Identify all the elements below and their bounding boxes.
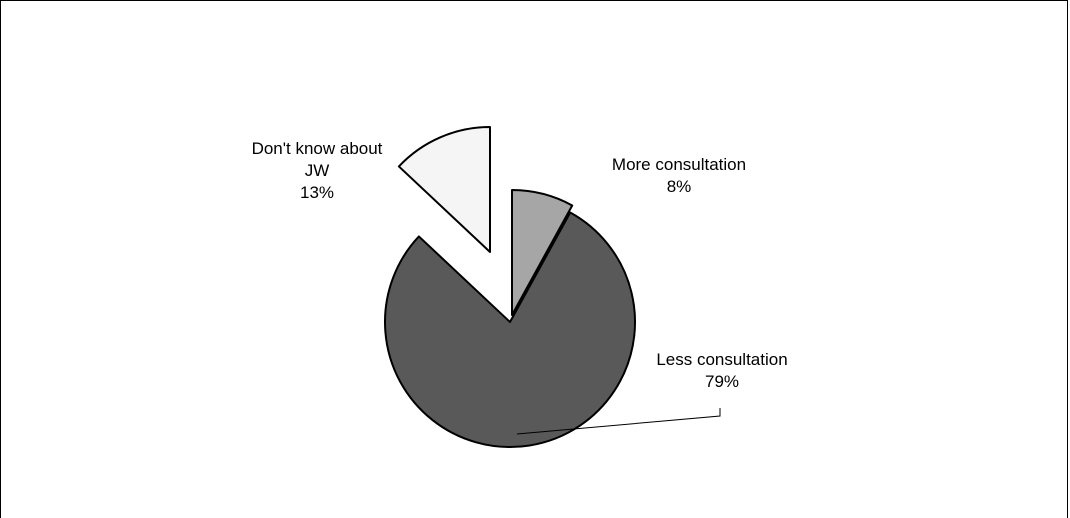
- slice-less-consultation: [384, 211, 636, 448]
- slice-more-consultation: [511, 189, 574, 316]
- slice-label-line: JW: [305, 161, 330, 180]
- slice-percent: 13%: [300, 183, 334, 202]
- label-more-consultation: More consultation 8%: [612, 155, 746, 196]
- slice-label-line: More consultation: [612, 155, 746, 174]
- slice-percent: 79%: [705, 372, 739, 391]
- slice-label-line: Less consultation: [656, 350, 787, 369]
- label-dont-know: Don't know about JW 13%: [252, 139, 383, 202]
- slice-label-line: Don't know about: [252, 139, 383, 158]
- leader-line: [516, 408, 721, 435]
- slice-percent: 8%: [667, 177, 692, 196]
- label-less-consultation: Less consultation 79%: [656, 350, 787, 391]
- slice-dont-know: [397, 126, 491, 253]
